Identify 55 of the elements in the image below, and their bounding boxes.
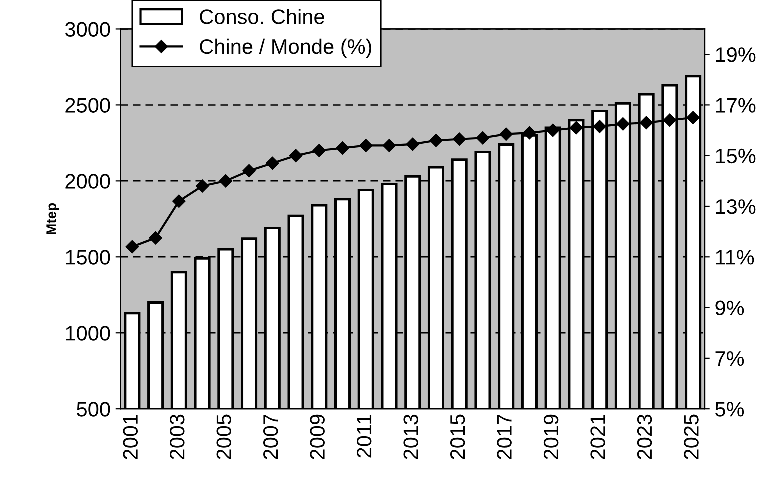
x-tick-label: 2019 bbox=[544, 414, 559, 460]
x-tick-label: 2017 bbox=[497, 414, 512, 460]
point bbox=[500, 128, 513, 141]
y2-tick-label: 19% bbox=[716, 48, 756, 62]
point bbox=[289, 149, 303, 162]
x-tick-label: 2001 bbox=[123, 414, 138, 460]
y-tick-label: 3000 bbox=[65, 22, 110, 37]
y2-tick-label: 17% bbox=[716, 98, 756, 113]
y-tick-label: 1500 bbox=[66, 250, 110, 265]
point bbox=[149, 232, 162, 245]
point bbox=[546, 124, 560, 138]
y2-tick-label: 13% bbox=[716, 199, 756, 214]
x-tick-label: 2025 bbox=[684, 414, 699, 460]
point bbox=[266, 156, 280, 170]
y2-tick-label: 11% bbox=[716, 250, 754, 265]
y-axis-title: Mtep bbox=[46, 204, 60, 234]
y2-tick-label: 9% bbox=[716, 300, 744, 316]
y2-tick-label: 7% bbox=[716, 352, 744, 366]
point bbox=[360, 139, 373, 152]
point bbox=[312, 144, 326, 158]
point bbox=[453, 132, 466, 146]
point bbox=[430, 134, 443, 148]
y-tick-label: 1000 bbox=[66, 326, 110, 341]
y-tick-label: 2500 bbox=[66, 98, 110, 113]
point bbox=[382, 139, 396, 152]
x-tick-label: 2003 bbox=[170, 414, 185, 460]
y2-tick-label: 15% bbox=[716, 148, 756, 164]
point bbox=[196, 180, 210, 193]
legend-label: Chine / Monde (%) bbox=[200, 38, 372, 58]
point bbox=[686, 111, 700, 124]
y-tick-label: 500 bbox=[77, 402, 110, 417]
point bbox=[616, 118, 630, 131]
point bbox=[406, 138, 420, 152]
x-tick-label: 2013 bbox=[404, 414, 418, 460]
legend-label: Conso. Chine bbox=[200, 9, 324, 24]
x-tick-label: 2005 bbox=[216, 414, 232, 460]
x-tick-label: 2011 bbox=[356, 414, 372, 458]
x-tick-label: 2015 bbox=[450, 414, 466, 460]
point bbox=[172, 194, 186, 208]
y-tick-label: 2000 bbox=[66, 174, 110, 189]
x-tick-label: 2007 bbox=[263, 414, 278, 460]
point bbox=[593, 120, 606, 134]
point bbox=[126, 240, 140, 254]
x-tick-label: 2009 bbox=[310, 414, 325, 460]
point bbox=[336, 142, 350, 155]
point bbox=[476, 132, 490, 145]
point bbox=[640, 116, 654, 130]
y2-tick-label: 5% bbox=[716, 402, 744, 417]
point bbox=[663, 114, 677, 127]
point bbox=[570, 121, 584, 135]
x-tick-label: 2021 bbox=[590, 414, 606, 460]
point bbox=[523, 126, 536, 140]
point bbox=[219, 174, 232, 188]
point bbox=[242, 164, 256, 178]
x-tick-label: 2023 bbox=[637, 414, 652, 460]
